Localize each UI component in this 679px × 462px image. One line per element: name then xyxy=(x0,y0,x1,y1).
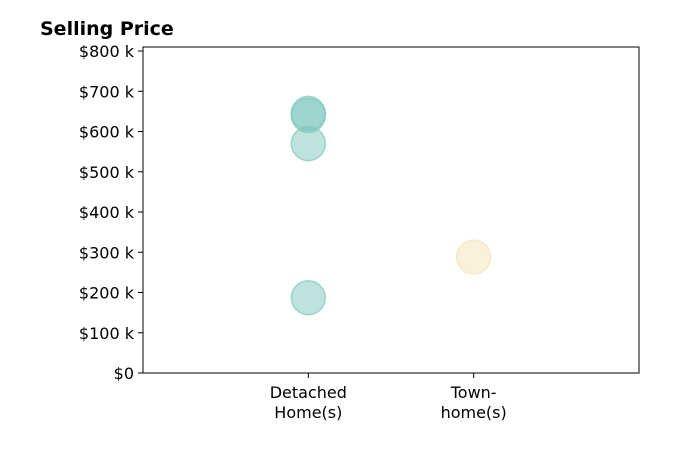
x-tick-label-line: Home(s) xyxy=(274,403,342,422)
y-tick-label: $500 k xyxy=(79,163,135,182)
y-tick-label: $300 k xyxy=(79,243,135,262)
x-tick-label: Town-home(s) xyxy=(441,383,507,422)
y-tick-label: $200 k xyxy=(79,284,135,303)
y-tick-label: $100 k xyxy=(79,324,135,343)
y-tick-label: $0 xyxy=(114,364,134,383)
data-points xyxy=(290,95,492,316)
y-axis: $0 $100 k $200 k $300 k $400 k $500 k $600 k $7… xyxy=(79,42,143,383)
y-tick-label: $700 k xyxy=(79,82,135,101)
x-tick-label-line: Town- xyxy=(450,383,497,402)
x-tick-label: Detached Home(s) xyxy=(270,383,347,422)
data-point xyxy=(455,239,492,275)
y-tick-label: $800 k xyxy=(79,42,135,61)
x-axis: Detached Home(s) Town-home(s) xyxy=(270,373,507,422)
data-point xyxy=(290,279,327,316)
data-point xyxy=(290,125,327,162)
plot-frame xyxy=(142,46,640,374)
y-tick-label: $400 k xyxy=(79,203,135,222)
x-tick-label-line: Detached xyxy=(270,383,347,402)
x-tick-label-line: home(s) xyxy=(441,403,507,422)
y-tick-label: $600 k xyxy=(79,123,135,142)
chart-title: Selling Price xyxy=(40,18,174,40)
